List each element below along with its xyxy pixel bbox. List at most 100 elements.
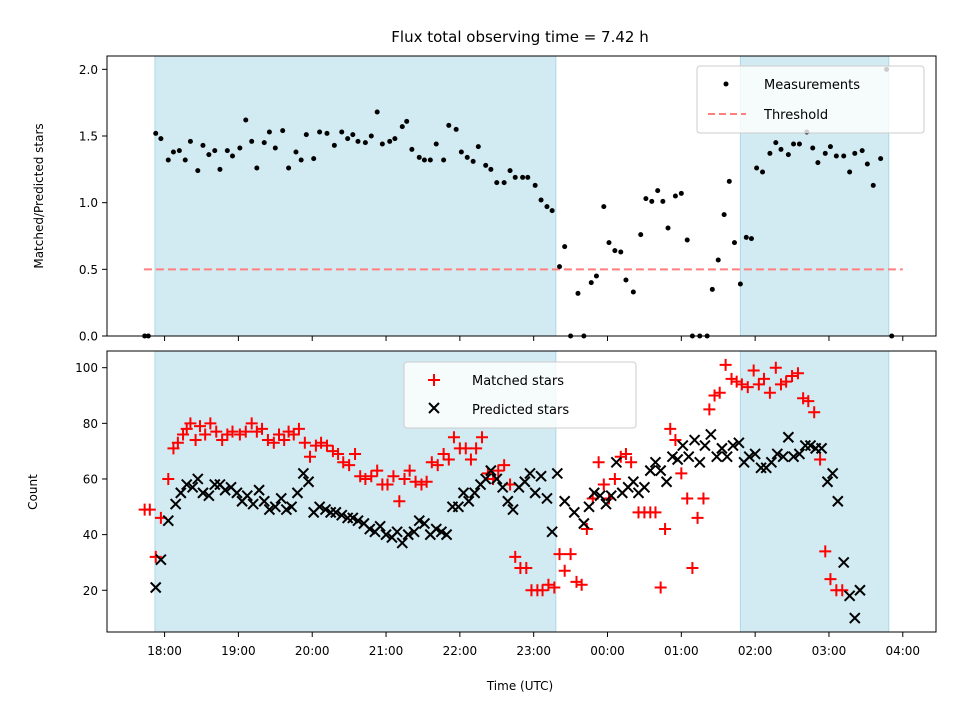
matched-stars-point: [542, 578, 555, 591]
predicted-stars-point: [231, 487, 243, 499]
matched-stars-point: [824, 573, 837, 586]
predicted-stars-point: [192, 473, 204, 485]
matched-stars-point: [691, 511, 704, 524]
predicted-stars-point: [568, 506, 580, 519]
matched-stars-point: [520, 562, 533, 575]
matched-stars-point: [498, 459, 511, 472]
matched-stars-legend-marker: [428, 374, 440, 386]
matched-stars-point: [592, 456, 605, 469]
measurement-point: [433, 141, 439, 147]
predicted-stars-point: [716, 442, 728, 455]
x-tick-label: 04:00: [885, 644, 920, 658]
measurement-point: [643, 196, 649, 202]
predicted-stars-point: [793, 448, 806, 460]
matched-stars-point: [597, 478, 610, 491]
matched-stars-point: [769, 361, 782, 374]
predicted-stars-point: [341, 512, 354, 524]
measurement-point: [773, 140, 779, 146]
matched-stars-point: [447, 431, 460, 444]
measurement-point: [187, 138, 193, 144]
measurement-point: [311, 156, 317, 162]
predicted-stars-point: [558, 495, 571, 507]
measurement-point: [778, 146, 784, 152]
matched-stars-point: [149, 550, 162, 563]
x-tick-label: 18:00: [147, 644, 182, 658]
predicted-stars-point: [782, 431, 795, 443]
matched-stars-point: [747, 364, 760, 377]
measurement-point: [588, 280, 594, 286]
ratio-x-ticks: [164, 336, 904, 341]
predicted-stars-point: [324, 506, 337, 519]
measurement-point: [859, 148, 865, 154]
measurement-point: [544, 204, 550, 210]
measurement-point: [182, 157, 188, 163]
predicted-stars-point: [755, 462, 767, 474]
predicted-stars-point: [832, 495, 844, 507]
predicted-stars-point: [519, 476, 531, 488]
matched-stars-point: [287, 428, 300, 441]
measurement-point: [827, 144, 833, 150]
measurement-point: [665, 225, 671, 231]
measurement-point: [254, 165, 260, 171]
measurement-point: [345, 136, 351, 142]
predicted-stars-point: [711, 451, 723, 463]
measurement-point: [165, 157, 171, 163]
predicted-stars-point: [162, 515, 174, 527]
matched-stars-point: [570, 575, 583, 588]
matched-stars-point: [425, 456, 438, 469]
measurement-point: [593, 273, 599, 279]
chart-title: Flux total observing time = 7.42 h: [391, 28, 648, 46]
measurement-point: [678, 190, 684, 196]
predicted-stars-point: [418, 517, 431, 530]
matched-stars-point: [261, 434, 274, 447]
measurement-point: [785, 152, 791, 158]
measurement-point: [737, 281, 743, 287]
matched-stars-point: [354, 470, 367, 483]
ratio-y-ticks: 0.0 0.5 1.0 1.5 2.0: [79, 63, 107, 344]
matched-stars-point: [774, 378, 787, 391]
measurement-point: [286, 165, 292, 171]
predicted-stars-point: [671, 453, 684, 466]
predicted-stars-point: [787, 451, 800, 463]
matched-stars-point: [725, 372, 738, 385]
predicted-stars-point: [765, 456, 778, 468]
matched-stars-point: [575, 578, 588, 591]
measurement-point: [293, 149, 299, 155]
y-tick-label: 60: [83, 472, 98, 486]
predicted-stars-point: [815, 442, 828, 455]
predicted-stars-point: [485, 464, 497, 477]
predicted-stars-point: [849, 612, 861, 624]
measurement-point: [272, 145, 278, 151]
matched-stars-point: [654, 581, 667, 594]
x-tick-label: 23:00: [516, 644, 551, 658]
ratio-legend-box: [696, 65, 925, 134]
matched-stars-point: [309, 439, 322, 452]
predicted-stars-point: [219, 484, 231, 496]
matched-stars-point: [221, 428, 234, 441]
matched-stars-point: [608, 472, 621, 485]
ratio-axes-frame: [106, 55, 937, 337]
predicted-stars-point: [402, 528, 414, 541]
predicted-stars-point: [677, 439, 689, 452]
predicted-stars-point: [705, 428, 717, 441]
predicted-stars-point: [821, 476, 834, 488]
matched-stars-point: [199, 428, 212, 441]
predicted-stars-point: [546, 526, 558, 538]
matched-stars-series: [138, 358, 849, 597]
measurement-point: [488, 166, 494, 172]
matched-stars-point: [797, 392, 810, 405]
matched-stars-point: [315, 436, 328, 449]
matched-stars-point: [786, 370, 799, 383]
predicted-stars-point: [253, 484, 265, 496]
matched-stars-point: [393, 495, 406, 508]
predicted-stars-point: [749, 448, 761, 460]
measurement-point: [441, 157, 447, 163]
measurement-point: [379, 141, 385, 147]
y-tick-label: 0.0: [79, 330, 98, 344]
matched-stars-point: [431, 459, 444, 472]
predicted-stars-point: [638, 481, 651, 494]
matched-stars-point: [669, 434, 682, 447]
x-axis-label: Time (UTC): [486, 679, 553, 693]
measurement-point: [767, 150, 773, 156]
measurement-point: [392, 136, 398, 142]
